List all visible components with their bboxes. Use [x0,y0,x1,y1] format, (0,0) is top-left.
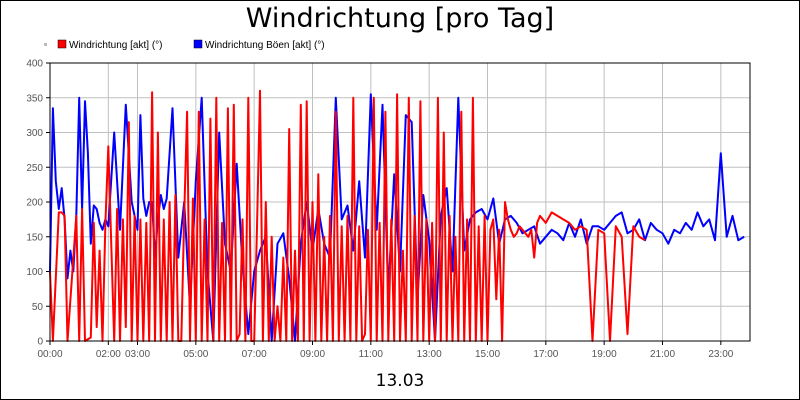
x-tick-label: 19:00 [592,349,617,360]
plot-area: 0 50 100 150 200 250 300 350 400 00:00 02:00 03:00 0… [26,59,751,360]
x-tick-label: 21:00 [650,349,675,360]
x-axis-date-label: 13.03 [376,371,425,391]
y-tick-label: 0 [37,337,43,348]
x-tick-label: 00:00 [37,349,62,360]
legend-swatch-blue [193,39,203,49]
plot-border [49,62,751,342]
x-tick-label: 09:00 [300,349,325,360]
legend-swatch-red [57,39,67,49]
x-tick-label: 11:00 [359,349,384,360]
legend: Windrichtung [akt] (°) Windrichtung Böen… [44,39,325,51]
x-tick-label: 02:00 [96,349,121,360]
series-line-boeen [49,93,745,342]
chart-title: Windrichtung [pro Tag] [246,3,554,34]
x-tick-label: 23:00 [708,349,733,360]
series-line-akt [49,89,646,342]
x-tick-label: 03:00 [125,349,150,360]
y-tick-label: 100 [26,267,43,278]
y-tick-label: 50 [32,302,44,313]
x-tick-label: 17:00 [533,349,558,360]
y-tick-label: 150 [26,232,43,243]
y-tick-label: 300 [26,128,43,139]
y-tick-label: 400 [26,59,43,70]
legend-label-blue: Windrichtung Böen [akt] (°) [205,40,325,51]
x-tick-label: 05:00 [183,349,208,360]
x-tick-label: 13:00 [417,349,442,360]
y-tick-label: 350 [26,93,43,104]
legend-dot-icon [44,43,47,46]
legend-label-red: Windrichtung [akt] (°) [69,40,162,51]
x-tick-label: 07:00 [242,349,267,360]
x-tick-label: 15:00 [475,349,500,360]
y-tick-label: 200 [26,198,43,209]
y-tick-label: 250 [26,163,43,174]
